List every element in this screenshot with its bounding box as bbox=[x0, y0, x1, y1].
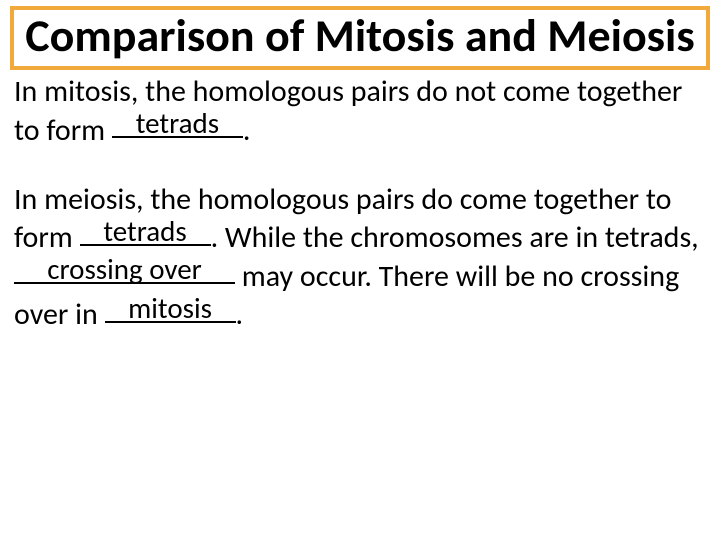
paragraph-2: In meiosis, the homologous pairs do come… bbox=[14, 182, 706, 333]
blank-4: mitosis bbox=[105, 294, 236, 332]
answer-tetrads-2: tetrads bbox=[103, 214, 186, 248]
p1-text-2: . bbox=[243, 112, 251, 149]
answer-tetrads-1: tetrads bbox=[136, 106, 219, 140]
blank-1: tetrads bbox=[112, 110, 243, 148]
blank-2: tetrads bbox=[80, 217, 211, 255]
p2-text-4: . bbox=[236, 296, 244, 333]
p2-text-2: . While the chromosomes are in tetrads, bbox=[211, 219, 699, 256]
answer-crossing-over: crossing over bbox=[47, 252, 202, 286]
answer-mitosis: mitosis bbox=[128, 291, 212, 325]
title-box: Comparison of Mitosis and Meiosis bbox=[10, 6, 710, 70]
body-content: In mitosis, the homologous pairs do not … bbox=[0, 70, 720, 332]
page-title: Comparison of Mitosis and Meiosis bbox=[22, 12, 698, 60]
blank-3: crossing over bbox=[14, 256, 235, 294]
paragraph-1: In mitosis, the homologous pairs do not … bbox=[14, 74, 706, 148]
